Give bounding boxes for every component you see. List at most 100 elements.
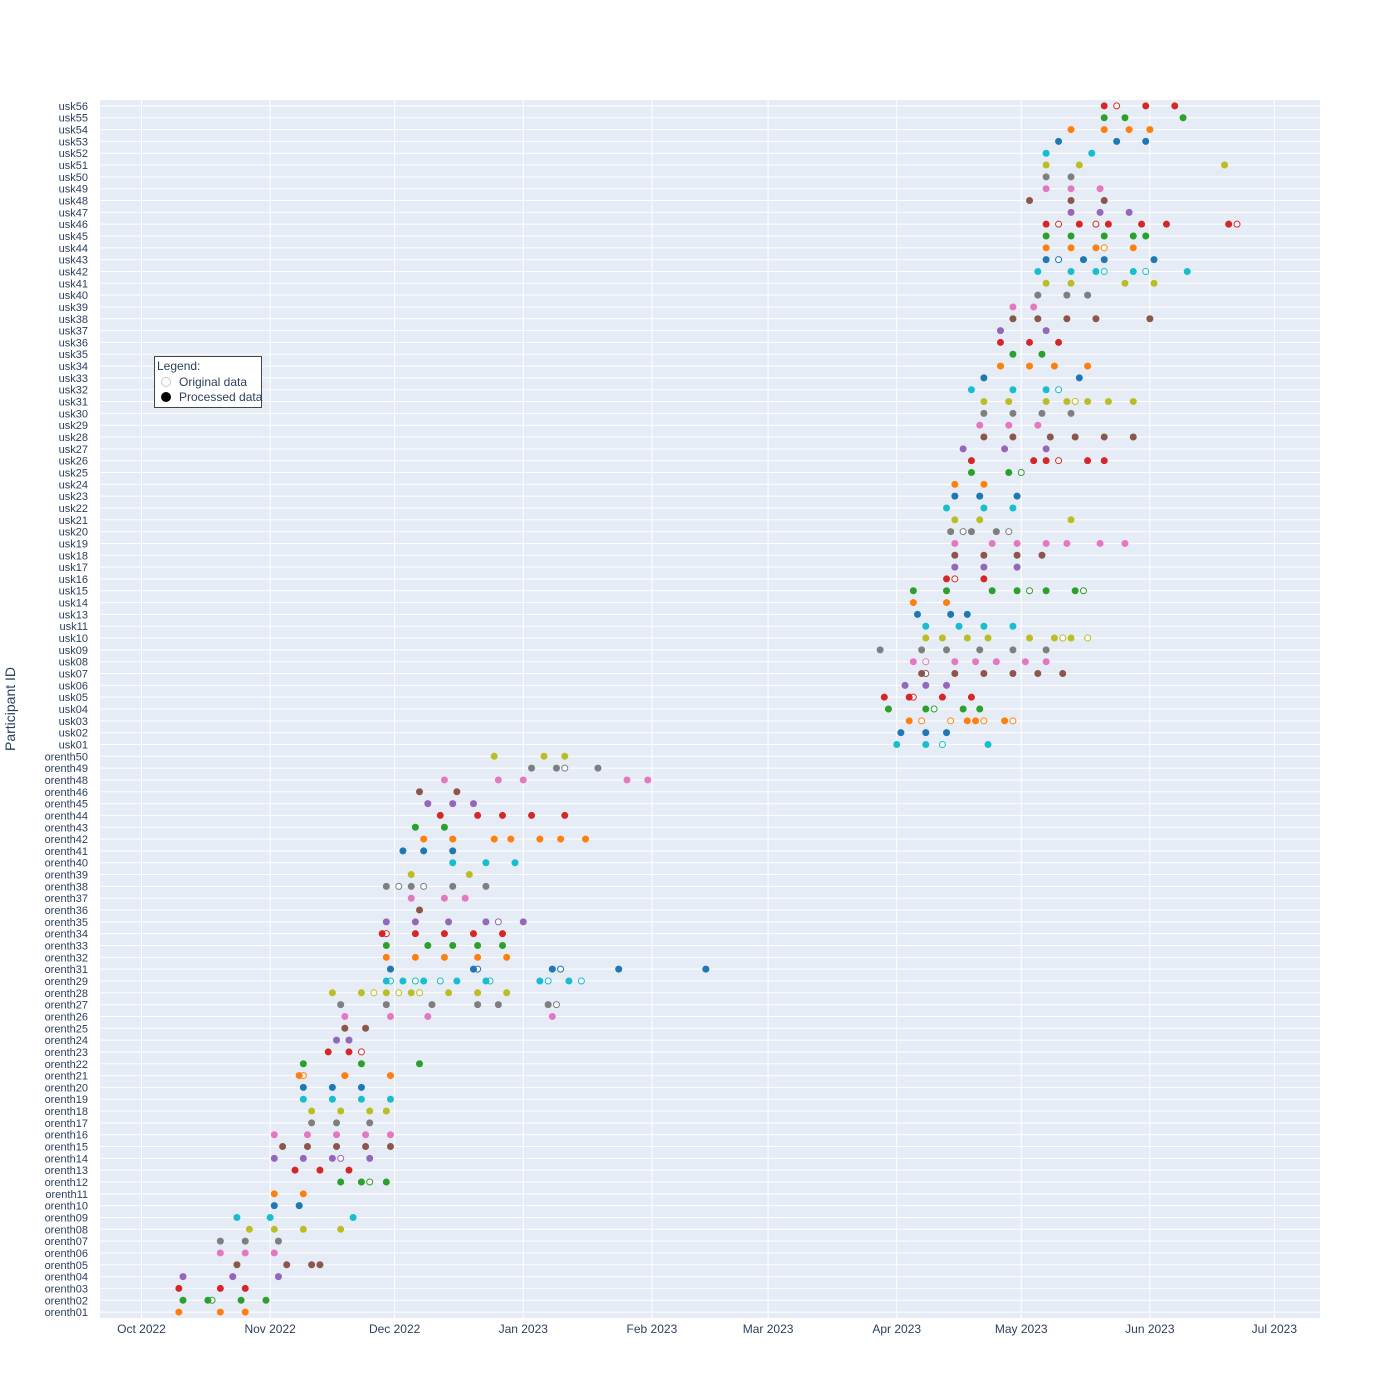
processed-data-point [474,989,482,997]
y-tick-label: usk03 [59,716,88,728]
processed-data-point [1042,173,1050,181]
processed-data-point [490,752,498,760]
original-data-point [561,764,569,772]
processed-data-point [1038,551,1046,559]
processed-data-point [951,492,959,500]
y-axis: orenth01orenth02orenth03orenth04orenth05… [45,101,88,1319]
processed-data-point [1084,291,1092,299]
y-tick-label: usk44 [59,243,88,255]
y-tick-label: usk38 [59,314,88,326]
processed-data-point [357,1178,365,1186]
original-data-point [436,977,444,985]
processed-data-point [976,705,984,713]
processed-data-point [984,634,992,642]
processed-data-point [424,942,432,950]
processed-data-point [1034,421,1042,429]
processed-data-point [1038,350,1046,358]
processed-data-point [1067,185,1075,193]
processed-data-point [357,1095,365,1103]
processed-data-point [972,717,980,725]
y-tick-label: orenth23 [45,1047,88,1059]
processed-data-point [428,1001,436,1009]
processed-data-point [1067,232,1075,240]
processed-data-point [1009,646,1017,654]
processed-data-point [565,977,573,985]
processed-data-point [984,740,992,748]
processed-data-point [337,1225,345,1233]
y-tick-label: orenth49 [45,763,88,775]
processed-data-point [1104,398,1112,406]
processed-data-point [1092,267,1100,275]
y-tick-label: orenth15 [45,1142,88,1154]
original-data-point [1084,634,1092,642]
processed-data-point [884,705,892,713]
processed-data-point [1026,362,1034,370]
processed-data-point [1042,327,1050,335]
original-data-point [544,977,552,985]
original-data-point [1100,267,1108,275]
processed-data-point [299,1060,307,1068]
processed-data-point [980,398,988,406]
processed-data-point [980,563,988,571]
processed-data-point [1162,220,1170,228]
processed-data-point [440,894,448,902]
processed-data-point [951,551,959,559]
processed-data-point [992,658,1000,666]
processed-data-point [1100,126,1108,134]
processed-data-point [1046,433,1054,441]
original-data-point [1009,717,1017,725]
processed-data-point [503,989,511,997]
original-data-point [959,528,967,536]
processed-data-point [1100,457,1108,465]
y-tick-label: usk13 [59,609,88,621]
processed-data-point [1071,587,1079,595]
original-data-point [938,740,946,748]
processed-data-point [328,1154,336,1162]
gridlines [100,100,1320,1318]
processed-data-point [918,646,926,654]
original-data-point [918,717,926,725]
processed-data-point [333,1143,341,1151]
processed-data-point [1026,634,1034,642]
processed-data-point [1009,409,1017,417]
y-tick-label: usk50 [59,172,88,184]
processed-data-point [1088,149,1096,157]
original-data-point [1100,244,1108,252]
y-tick-label: orenth07 [45,1236,88,1248]
original-data-point [951,575,959,583]
processed-data-point [1121,114,1129,122]
processed-data-point [382,1178,390,1186]
processed-data-point [308,1119,316,1127]
processed-data-point [1005,398,1013,406]
y-tick-label: orenth43 [45,822,88,834]
processed-data-point [967,693,975,701]
original-data-point [1142,267,1150,275]
y-tick-label: orenth37 [45,893,88,905]
processed-data-point [233,1213,241,1221]
y-tick-label: usk29 [59,420,88,432]
processed-data-point [241,1249,249,1257]
processed-data-point [461,894,469,902]
processed-data-point [503,953,511,961]
processed-data-point [1042,539,1050,547]
y-tick-label: usk23 [59,491,88,503]
processed-data-point [1100,232,1108,240]
processed-data-point [241,1237,249,1245]
y-tick-label: usk28 [59,432,88,444]
processed-data-point [411,953,419,961]
processed-data-point [913,610,921,618]
processed-data-point [1104,220,1112,228]
processed-data-point [328,1083,336,1091]
y-tick-label: usk25 [59,467,88,479]
processed-data-point [1042,161,1050,169]
processed-data-point [1034,670,1042,678]
y-tick-label: usk19 [59,538,88,550]
y-axis-title: Participant ID [2,667,18,751]
processed-data-point [241,1308,249,1316]
y-tick-label: usk46 [59,219,88,231]
processed-data-point [357,1083,365,1091]
legend-item-original: Original data [157,375,247,389]
processed-data-point [411,930,419,938]
processed-data-point [328,1095,336,1103]
x-tick-label: May 2023 [995,1322,1048,1336]
